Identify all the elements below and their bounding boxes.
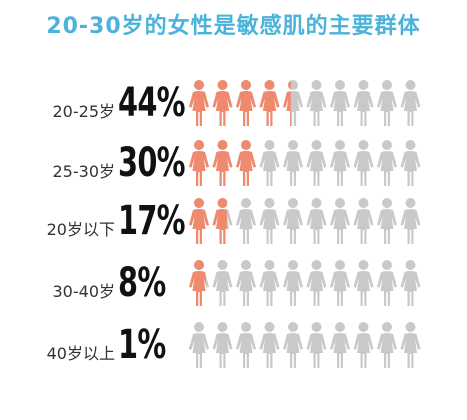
person-icon: [212, 322, 233, 368]
percent-label: 30%: [118, 140, 185, 186]
person-icon: [377, 80, 397, 126]
percent-label: 8%: [118, 260, 166, 306]
person-icon: [236, 198, 256, 244]
person-icon: [306, 322, 327, 368]
person-icon: [400, 322, 421, 368]
person-icon: [306, 198, 327, 244]
pictograph-row: 25-30岁 30%: [0, 138, 467, 198]
percent-label: 17%: [118, 198, 185, 244]
person-icon: [283, 140, 303, 186]
person-icon: [400, 80, 421, 126]
person-icon: [353, 80, 374, 126]
icon-strip: [189, 80, 421, 126]
icon-strip: [189, 260, 421, 306]
person-icon: [330, 80, 350, 126]
person-icon: [189, 260, 209, 306]
percent-label: 44%: [118, 80, 185, 126]
person-icon: [189, 140, 209, 186]
person-icon: [212, 140, 233, 186]
person-icon: [212, 260, 233, 306]
person-icon: [400, 198, 421, 244]
person-icon: [236, 140, 256, 186]
person-icon: [353, 322, 374, 368]
person-icon: [283, 260, 303, 306]
category-label: 20-25岁: [52, 102, 116, 121]
person-icon: [259, 198, 280, 244]
icon-strip: [189, 198, 421, 244]
person-icon: [236, 260, 256, 306]
person-icon: [377, 140, 397, 186]
person-icon: [330, 198, 350, 244]
percent-label: 1%: [118, 322, 166, 368]
person-icon: [306, 80, 327, 126]
person-icon: [330, 260, 350, 306]
person-icon: [400, 260, 421, 306]
person-icon: [189, 198, 209, 244]
person-icon: [259, 322, 280, 368]
person-icon: [306, 260, 327, 306]
person-icon: [377, 322, 397, 368]
person-icon: [283, 322, 303, 368]
person-icon: [212, 80, 233, 126]
person-icon: [400, 140, 421, 186]
category-label: 40岁以上: [46, 344, 115, 363]
pictograph-row: 20岁以下 17%: [0, 196, 467, 256]
person-icon: [283, 198, 303, 244]
person-icon: [353, 140, 374, 186]
person-icon: [189, 80, 209, 126]
person-icon: [259, 80, 280, 126]
category-label: 30-40岁: [52, 282, 116, 301]
chart-title: 20-30岁的女性是敏感肌的主要群体: [46, 14, 421, 39]
category-label: 25-30岁: [52, 162, 116, 181]
person-icon: [330, 322, 350, 368]
person-icon: [259, 260, 280, 306]
person-icon: [377, 260, 397, 306]
pictograph-row: 30-40岁 8%: [0, 258, 467, 318]
category-label: 20岁以下: [46, 220, 115, 239]
person-icon: [283, 80, 303, 126]
icon-strip: [189, 140, 421, 186]
pictograph-row: 40岁以上 1%: [0, 320, 467, 380]
person-icon: [353, 198, 374, 244]
person-icon: [189, 322, 209, 368]
person-icon: [212, 198, 233, 244]
person-icon: [306, 140, 327, 186]
person-icon: [330, 140, 350, 186]
icon-strip: [189, 322, 421, 368]
person-icon: [236, 322, 256, 368]
person-icon: [236, 80, 256, 126]
pictograph-row: 20-25岁 44%: [0, 78, 467, 138]
person-icon: [377, 198, 397, 244]
person-icon: [353, 260, 374, 306]
person-icon: [259, 140, 280, 186]
